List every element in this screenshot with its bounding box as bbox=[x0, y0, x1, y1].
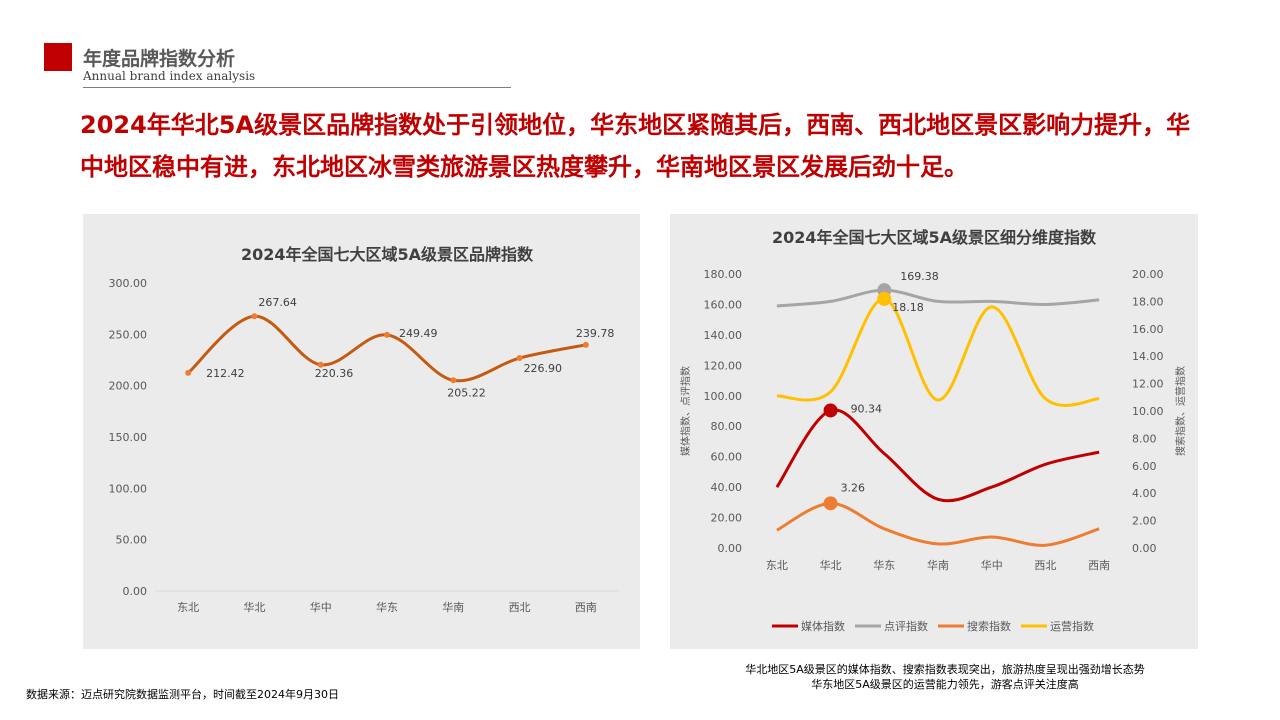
y-tick-label: 50.00 bbox=[116, 534, 148, 547]
y-right-tick-label: 0.00 bbox=[1132, 542, 1157, 555]
data-point bbox=[251, 313, 258, 320]
data-label: 249.49 bbox=[399, 327, 438, 340]
y-right-tick-label: 2.00 bbox=[1132, 515, 1157, 528]
data-label: 267.64 bbox=[258, 296, 297, 309]
highlight-point bbox=[823, 403, 838, 418]
data-label: 239.78 bbox=[576, 327, 615, 340]
chart-title: 2024年全国七大区域5A级景区品牌指数 bbox=[241, 245, 534, 264]
y-tick-label: 200.00 bbox=[109, 380, 148, 393]
series-line bbox=[776, 297, 1100, 407]
x-tick-label: 华东 bbox=[376, 600, 398, 614]
y-right-tick-label: 16.00 bbox=[1132, 323, 1164, 336]
y-left-tick-label: 0.00 bbox=[718, 542, 743, 555]
x-tick-label: 华中 bbox=[310, 600, 332, 614]
highlight-point bbox=[877, 291, 892, 306]
section-title: 年度品牌指数分析 bbox=[83, 48, 236, 70]
y-right-tick-label: 12.00 bbox=[1132, 378, 1164, 391]
dimension-index-chart-svg: 2024年全国七大区域5A级景区细分维度指数 0.00 20.00 40.00 60.0… bbox=[679, 228, 1187, 633]
y-right-tick-label: 4.00 bbox=[1132, 487, 1157, 500]
x-tick-label: 西北 bbox=[509, 601, 531, 614]
y-right-tick-label: 6.00 bbox=[1132, 460, 1157, 473]
y-left-tick-label: 120.00 bbox=[704, 359, 743, 372]
y-tick-label: 0.00 bbox=[123, 585, 148, 598]
y-left-tick-label: 100.00 bbox=[704, 390, 743, 403]
x-tick-label: 华中 bbox=[981, 558, 1003, 572]
x-tick-label: 华南 bbox=[927, 558, 949, 572]
x-tick-label: 东北 bbox=[766, 559, 788, 572]
dimension-index-chart: 2024年全国七大区域5A级景区细分维度指数 0.00 20.00 40.00 60.0… bbox=[670, 214, 1198, 649]
legend-label: 点评指数 bbox=[884, 619, 928, 633]
chart-note-line-1: 华北地区5A级景区的媒体指数、搜索指数表现突出，旅游热度呈现出强劲增长态势 bbox=[745, 663, 1145, 676]
headline: 2024年华北5A级景区品牌指数处于引领地位，华东地区紧随其后，西南、西北地区景… bbox=[80, 111, 1191, 181]
brand-index-chart-svg: 2024年全国七大区域5A级景区品牌指数 0.00 50.00 100.00 150.0… bbox=[109, 245, 619, 614]
y-right-tick-label: 18.00 bbox=[1132, 295, 1164, 308]
y-right-tick-label: 10.00 bbox=[1132, 405, 1164, 418]
chart-note-line-2: 华东地区5A级景区的运营能力领先，游客点评关注度高 bbox=[811, 678, 1079, 691]
y-tick-label: 300.00 bbox=[109, 277, 148, 290]
data-label: 18.18 bbox=[892, 301, 924, 314]
x-tick-label: 华南 bbox=[442, 600, 464, 614]
y-left-tick-label: 160.00 bbox=[704, 298, 743, 311]
series-line bbox=[775, 408, 1100, 503]
y-tick-label: 250.00 bbox=[109, 328, 148, 341]
section-divider bbox=[83, 87, 511, 88]
legend-label: 运营指数 bbox=[1050, 619, 1094, 633]
highlight-point bbox=[823, 496, 838, 511]
data-label: 90.34 bbox=[851, 402, 883, 415]
y-left-tick-label: 140.00 bbox=[704, 329, 743, 342]
data-label: 220.36 bbox=[315, 367, 354, 380]
y-left-tick-label: 60.00 bbox=[711, 451, 743, 464]
series-line bbox=[776, 501, 1100, 547]
data-point bbox=[516, 355, 523, 362]
data-label: 205.22 bbox=[447, 386, 486, 399]
data-point bbox=[317, 361, 324, 368]
section-marker bbox=[44, 43, 72, 71]
data-label: 169.38 bbox=[900, 270, 939, 283]
data-label: 3.26 bbox=[841, 481, 866, 494]
x-tick-label: 华北 bbox=[820, 558, 842, 572]
x-tick-label: 西南 bbox=[1088, 559, 1110, 572]
data-point bbox=[185, 369, 192, 376]
y-left-axis-title: 媒体指数、点评指数 bbox=[679, 366, 692, 456]
y-right-tick-label: 14.00 bbox=[1132, 350, 1164, 363]
y-tick-label: 150.00 bbox=[109, 431, 148, 444]
x-tick-label: 西南 bbox=[575, 601, 597, 614]
y-left-tick-label: 20.00 bbox=[711, 512, 743, 525]
chart-note: 华北地区5A级景区的媒体指数、搜索指数表现突出，旅游热度呈现出强劲增长态势 华东… bbox=[700, 662, 1190, 692]
y-right-tick-label: 8.00 bbox=[1132, 432, 1157, 445]
y-right-tick-label: 20.00 bbox=[1132, 268, 1164, 281]
data-point bbox=[582, 341, 589, 348]
y-tick-label: 100.00 bbox=[109, 482, 148, 495]
data-label: 212.42 bbox=[206, 367, 245, 380]
legend-label: 搜索指数 bbox=[967, 619, 1011, 633]
y-right-axis-title: 搜索指数、运营指数 bbox=[1174, 366, 1187, 456]
data-point bbox=[450, 377, 457, 384]
x-tick-label: 华北 bbox=[243, 600, 265, 614]
chart-title: 2024年全国七大区域5A级景区细分维度指数 bbox=[772, 228, 1097, 247]
brand-index-chart: 2024年全国七大区域5A级景区品牌指数 0.00 50.00 100.00 150.0… bbox=[83, 214, 640, 649]
data-label: 226.90 bbox=[524, 362, 563, 375]
y-left-tick-label: 180.00 bbox=[704, 268, 743, 281]
y-left-tick-label: 40.00 bbox=[711, 481, 743, 494]
data-point bbox=[384, 331, 390, 338]
data-source: 数据来源：迈点研究院数据监测平台，时间截至2024年9月30日 bbox=[26, 688, 339, 701]
x-tick-label: 华东 bbox=[873, 558, 895, 572]
x-tick-label: 西北 bbox=[1034, 559, 1056, 572]
section-subtitle: Annual brand index analysis bbox=[83, 69, 256, 83]
legend-label: 媒体指数 bbox=[801, 619, 845, 633]
series-line bbox=[776, 288, 1100, 308]
x-tick-label: 东北 bbox=[177, 601, 199, 614]
y-left-tick-label: 80.00 bbox=[711, 420, 743, 433]
